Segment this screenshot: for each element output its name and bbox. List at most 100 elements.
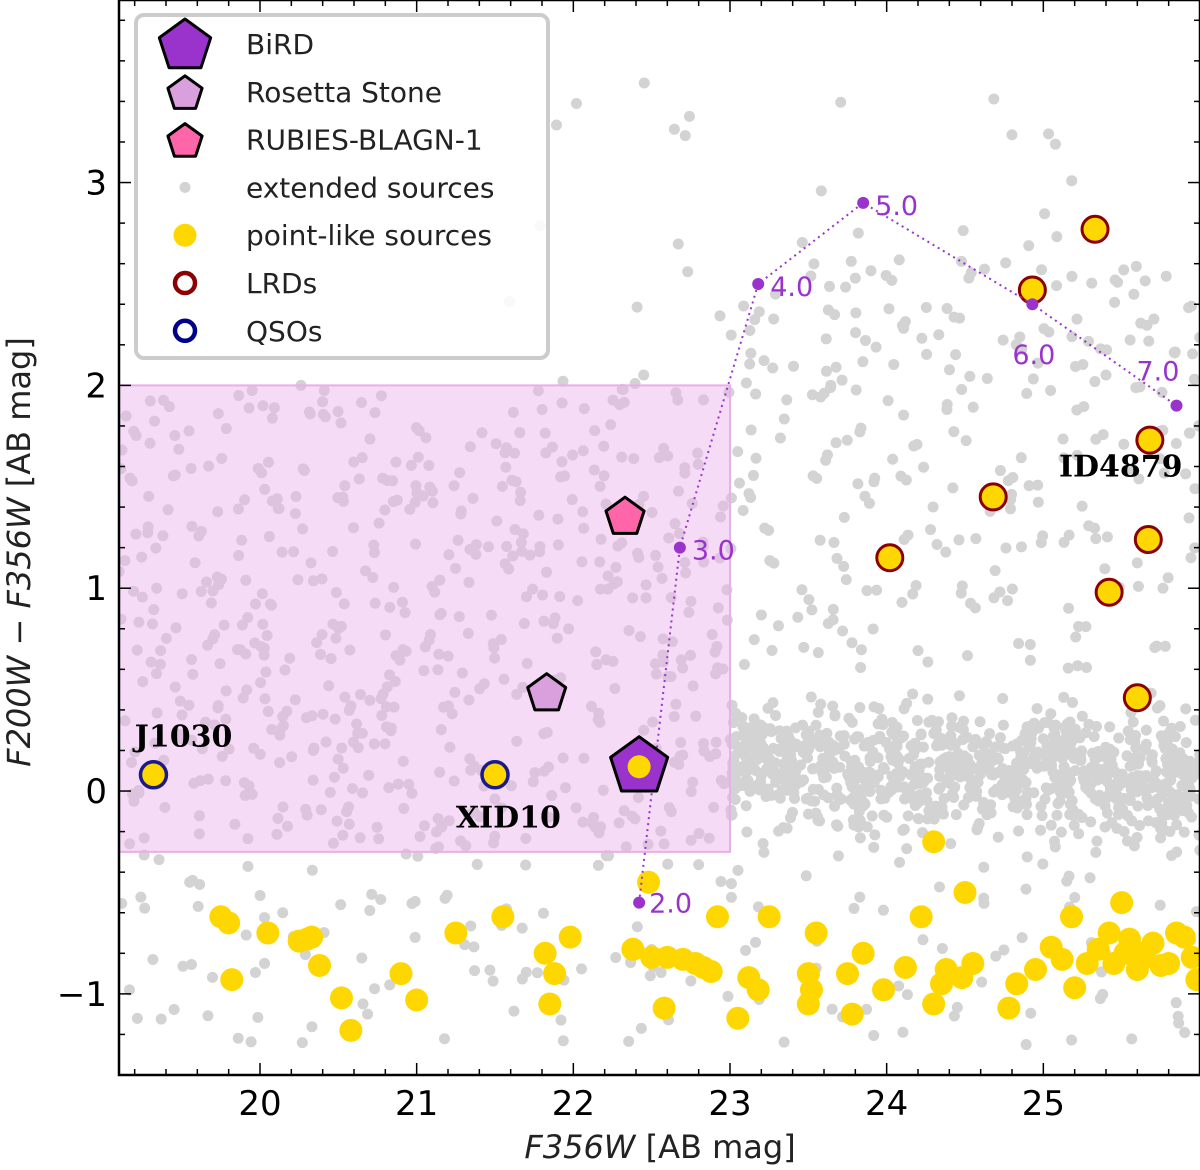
extended-source bbox=[859, 767, 871, 779]
point-like-source bbox=[533, 941, 557, 965]
extended-source bbox=[578, 522, 590, 534]
extended-source bbox=[354, 688, 366, 700]
extended-source bbox=[284, 652, 296, 664]
extended-source bbox=[815, 698, 827, 710]
extended-source bbox=[769, 288, 781, 300]
y-tick-label: 0 bbox=[85, 772, 107, 812]
extended-source bbox=[861, 585, 873, 597]
extended-source bbox=[368, 547, 380, 559]
extended-source bbox=[343, 801, 355, 813]
rosetta-stone-marker bbox=[526, 672, 568, 712]
extended-source bbox=[176, 588, 188, 600]
extended-source bbox=[557, 375, 569, 387]
lrd-source bbox=[978, 482, 1008, 512]
extended-source bbox=[307, 744, 319, 756]
extended-source bbox=[1063, 602, 1075, 614]
extended-source bbox=[169, 430, 181, 442]
extended-source bbox=[248, 742, 260, 754]
extended-source bbox=[223, 743, 235, 755]
extended-source bbox=[638, 369, 650, 381]
point-like-source bbox=[922, 830, 946, 854]
extended-source bbox=[877, 904, 889, 916]
extended-source bbox=[1190, 906, 1200, 918]
extended-source bbox=[857, 356, 869, 368]
x-tick-label: 25 bbox=[1022, 1084, 1065, 1124]
extended-source bbox=[444, 741, 456, 753]
extended-source bbox=[602, 570, 614, 582]
extended-source bbox=[805, 270, 817, 282]
extended-source bbox=[216, 452, 228, 464]
extended-source bbox=[800, 870, 812, 882]
extended-source bbox=[1100, 369, 1112, 381]
extended-source bbox=[758, 355, 770, 367]
extended-source bbox=[320, 736, 332, 748]
extended-source bbox=[865, 265, 877, 277]
extended-source bbox=[978, 263, 990, 275]
extended-source bbox=[169, 681, 181, 693]
extended-source bbox=[520, 966, 532, 978]
extended-source bbox=[455, 508, 467, 520]
extended-source bbox=[500, 461, 512, 473]
extended-source bbox=[336, 742, 348, 754]
extended-source bbox=[852, 227, 864, 239]
extended-source bbox=[1069, 891, 1081, 903]
extended-source bbox=[379, 738, 391, 750]
extended-source bbox=[1104, 721, 1116, 733]
extended-source bbox=[150, 668, 162, 680]
extended-source bbox=[489, 652, 501, 664]
extended-source bbox=[632, 792, 644, 804]
extended-source bbox=[1174, 791, 1186, 803]
extended-source bbox=[1118, 438, 1130, 450]
extended-source bbox=[539, 427, 551, 439]
extended-source bbox=[740, 944, 752, 956]
extended-source bbox=[413, 425, 425, 437]
extended-source bbox=[281, 820, 293, 832]
extended-source bbox=[557, 752, 569, 764]
legend-item-lrds: LRDs bbox=[172, 267, 317, 300]
extended-source bbox=[806, 604, 818, 616]
extended-source bbox=[439, 1033, 451, 1045]
extended-source bbox=[1084, 872, 1096, 884]
extended-source bbox=[830, 361, 842, 373]
extended-source bbox=[788, 360, 800, 372]
extended-source bbox=[742, 764, 754, 776]
extended-source bbox=[148, 415, 160, 427]
extended-source bbox=[1140, 724, 1152, 736]
extended-source bbox=[867, 623, 879, 635]
extended-source bbox=[303, 406, 315, 418]
extended-source bbox=[934, 763, 946, 775]
extended-source bbox=[697, 536, 709, 548]
extended-source bbox=[552, 513, 564, 525]
extended-source bbox=[1081, 662, 1093, 674]
point-like-source bbox=[872, 978, 896, 1002]
extended-source bbox=[405, 459, 417, 471]
extended-source bbox=[1109, 296, 1121, 308]
extended-source bbox=[770, 710, 782, 722]
extended-source bbox=[543, 811, 555, 823]
extended-source bbox=[236, 534, 248, 546]
extended-source bbox=[1045, 384, 1057, 396]
extended-source bbox=[1118, 793, 1130, 805]
extended-source bbox=[855, 662, 867, 674]
extended-source bbox=[859, 334, 871, 346]
extended-source bbox=[1157, 582, 1169, 594]
extended-source bbox=[854, 702, 866, 714]
extended-source bbox=[635, 1022, 647, 1034]
extended-source bbox=[922, 693, 934, 705]
extended-source bbox=[570, 802, 582, 814]
point-like-source bbox=[217, 911, 241, 935]
extended-source bbox=[1020, 777, 1032, 789]
extended-source bbox=[585, 700, 597, 712]
extended-source bbox=[537, 589, 549, 601]
extended-source bbox=[718, 778, 730, 790]
extended-source bbox=[1043, 128, 1055, 140]
extended-source bbox=[212, 506, 224, 518]
extended-source bbox=[368, 738, 380, 750]
extended-source bbox=[662, 450, 674, 462]
extended-source bbox=[331, 815, 343, 827]
extended-source bbox=[1194, 844, 1200, 856]
extended-source bbox=[869, 472, 881, 484]
extended-source bbox=[1117, 803, 1129, 815]
extended-source bbox=[789, 793, 801, 805]
x-tick-label: 23 bbox=[708, 1084, 751, 1124]
